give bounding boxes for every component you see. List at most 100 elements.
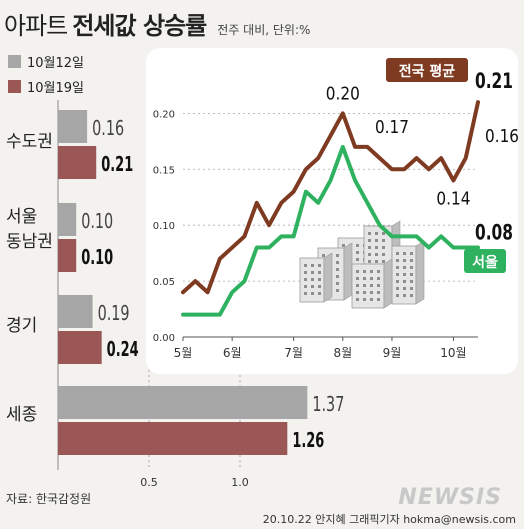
line-value-label: 0.14	[436, 188, 470, 209]
legend-label-oct12: 10월12일	[27, 56, 85, 71]
building-window	[382, 253, 385, 256]
bar-value-label: 0.21	[101, 152, 133, 176]
bar-value-label: 0.24	[107, 337, 139, 361]
legend-item-oct12: 10월12일	[8, 52, 84, 71]
building-window	[356, 291, 359, 294]
series-tag-national-label: 전국 평균	[399, 63, 456, 80]
building-window	[396, 266, 399, 269]
building-window	[363, 298, 366, 301]
building-window	[356, 258, 359, 261]
newsis-logo: NEWSIS	[398, 485, 502, 510]
building-window	[410, 266, 413, 269]
bar-value-label: 0.16	[92, 116, 124, 140]
building-window	[403, 273, 406, 276]
building-window	[403, 287, 406, 290]
building-window	[377, 291, 380, 294]
building-window	[363, 291, 366, 294]
building-window	[368, 232, 371, 235]
building-window	[377, 270, 380, 273]
bar	[58, 239, 77, 272]
legend-swatch-oct12	[8, 55, 21, 68]
building-window	[410, 280, 413, 283]
building-window	[382, 246, 385, 249]
building-window	[356, 284, 359, 287]
line-value-label: 0.08	[475, 221, 513, 245]
building-window	[363, 270, 366, 273]
building-window	[368, 260, 371, 263]
building-window	[368, 246, 371, 249]
bar	[58, 422, 288, 455]
line-value-label: 0.17	[375, 117, 409, 138]
building-window	[375, 246, 378, 249]
building-window	[304, 271, 307, 274]
building-window	[382, 260, 385, 263]
bar	[58, 295, 93, 328]
y-tick-label: 0.15	[153, 165, 175, 176]
building-window	[403, 252, 406, 255]
building-window	[368, 239, 371, 242]
building-window	[370, 291, 373, 294]
x-tick-label: 8월	[333, 346, 352, 360]
bar	[58, 146, 97, 179]
y-tick-label: 0.10	[153, 221, 175, 232]
building-window	[318, 264, 321, 267]
building-window	[336, 268, 339, 271]
building-window	[318, 271, 321, 274]
building-window	[375, 260, 378, 263]
building-window	[304, 278, 307, 281]
bar-value-label: 0.19	[98, 301, 130, 325]
chart-title: 아파트 전세값 상승률 전주 대비, 단위:%	[4, 6, 310, 41]
line-value-label: 0.21	[475, 69, 513, 93]
category-label: 수도권	[6, 132, 53, 152]
building-window	[375, 253, 378, 256]
x-tick-label: 10월	[440, 346, 466, 360]
y-tick-label: 0.20	[153, 109, 175, 120]
category-label: 동남권	[6, 232, 53, 252]
line-chart-panel	[146, 48, 518, 374]
building-window	[410, 294, 413, 297]
building-window	[403, 280, 406, 283]
building-side	[415, 240, 425, 305]
series-line	[181, 100, 480, 295]
bar-value-label: 1.37	[312, 392, 344, 416]
building-window	[342, 244, 345, 247]
line-value-label: 0.16	[485, 126, 519, 147]
category-label: 세종	[6, 405, 37, 425]
line-value-label: 0.20	[326, 83, 360, 104]
bar-value-label: 0.10	[81, 245, 113, 269]
building-window	[304, 264, 307, 267]
building-window	[311, 278, 314, 281]
building-window	[311, 271, 314, 274]
building-window	[410, 252, 413, 255]
building-window	[311, 285, 314, 288]
building-window	[356, 298, 359, 301]
bar-value-label: 1.26	[292, 428, 324, 452]
title-bold: 전세값 상승률	[72, 12, 207, 40]
building-window	[363, 284, 366, 287]
building-window	[410, 259, 413, 262]
building-window	[410, 287, 413, 290]
building-window	[396, 252, 399, 255]
apartment-illustration	[299, 220, 425, 309]
series-tag-seoul-label: 서울	[472, 254, 498, 271]
building-window	[356, 251, 359, 254]
credit-line: 20.10.22 안지혜 그래픽기자 hokma@newsis.com	[262, 513, 516, 526]
building-side	[383, 258, 393, 309]
building-side	[343, 242, 353, 301]
building-window	[304, 285, 307, 288]
x-tick-label: 5월	[174, 346, 193, 360]
building-window	[370, 277, 373, 280]
building-window	[363, 277, 366, 280]
y-tick-label: 0.00	[153, 333, 175, 344]
bar	[58, 110, 88, 143]
building-window	[356, 277, 359, 280]
building-window	[410, 273, 413, 276]
chart-subtitle: 전주 대비, 단위:%	[217, 23, 311, 37]
building-window	[375, 239, 378, 242]
building-window	[318, 278, 321, 281]
building-window	[403, 266, 406, 269]
building-window	[382, 232, 385, 235]
bar-tick-label: 1.0	[231, 476, 249, 489]
building-window	[336, 254, 339, 257]
building-window	[370, 284, 373, 287]
